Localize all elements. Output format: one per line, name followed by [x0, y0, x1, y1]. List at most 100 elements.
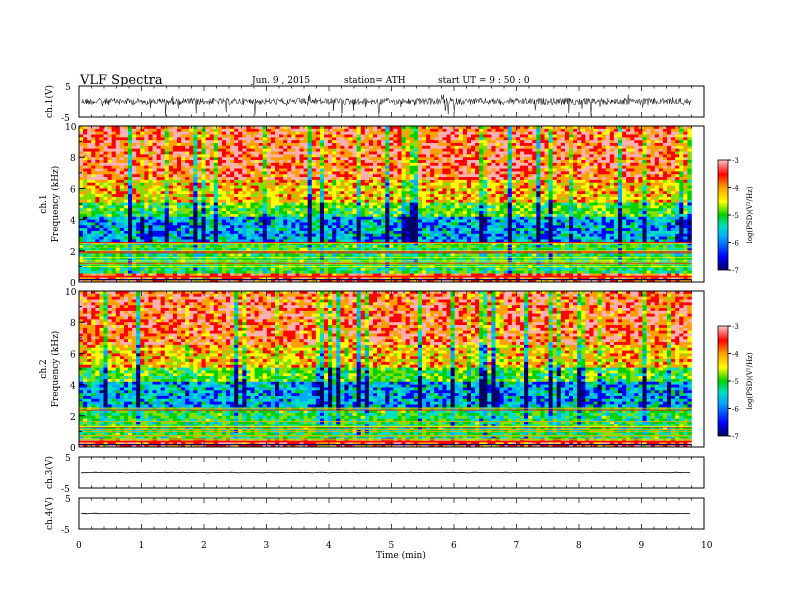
spectrogram-cell	[299, 236, 304, 240]
spectrogram-cell	[397, 222, 402, 226]
spectrogram-cell	[364, 262, 370, 266]
spectrogram-cell	[91, 211, 96, 215]
spectrogram-cell	[238, 160, 243, 164]
spectrogram-cell	[156, 168, 161, 172]
spectrogram-cell	[348, 128, 353, 132]
spectrogram-cell	[438, 194, 443, 198]
spectrogram-cell	[377, 151, 382, 155]
spectrogram-cell	[201, 202, 206, 206]
spectrogram-cell	[311, 196, 317, 201]
spectrogram-cell	[79, 134, 84, 138]
spectrogram-cell	[152, 154, 157, 158]
spectrogram-cell	[409, 213, 415, 218]
spectrogram-cell	[168, 191, 174, 195]
spectrogram-cell	[279, 171, 284, 175]
spectrogram-cell	[311, 134, 317, 138]
spectrogram-cell	[205, 230, 210, 235]
spectrogram-cell	[164, 182, 170, 186]
spectrogram-cell	[205, 267, 210, 271]
spectrogram-cell	[128, 157, 133, 161]
spectrogram-cell	[319, 171, 325, 175]
spectrogram-cell	[234, 219, 239, 223]
spectrogram-cell	[405, 137, 411, 141]
spectrogram-cell	[303, 128, 308, 132]
spectrogram-cell	[87, 157, 92, 161]
spectrogram-cell	[87, 174, 92, 178]
spectrogram-cell	[295, 262, 300, 266]
spectrogram-cell	[148, 140, 153, 144]
spectrogram-cell	[348, 145, 353, 149]
spectrogram-cell	[270, 213, 276, 218]
spectrogram-cell	[193, 165, 198, 169]
spectrogram-cell	[189, 165, 194, 169]
spectrogram-cell	[164, 168, 170, 172]
spectrogram-cell	[373, 143, 378, 147]
spectrogram-cell	[152, 233, 157, 237]
spectrogram-cell	[413, 213, 419, 218]
spectrogram-cell	[328, 148, 333, 152]
spectrogram-cell	[193, 154, 198, 158]
spectrogram-cell	[107, 171, 112, 175]
spectrogram-cell	[164, 276, 170, 280]
spectrogram-cell	[356, 250, 362, 254]
spectrogram-cell	[360, 143, 366, 147]
spectrogram-cell	[254, 145, 259, 149]
spectrogram-cell	[136, 208, 141, 212]
spectrogram-cell	[79, 250, 84, 254]
spectrogram-cell	[368, 228, 374, 232]
spectrogram-cell	[119, 151, 125, 155]
spectrogram-cell	[107, 276, 112, 280]
spectrogram-cell	[230, 205, 235, 209]
spectrogram-cell	[389, 185, 394, 189]
spectrogram-cell	[434, 262, 439, 266]
spectrogram-cell	[287, 194, 292, 198]
spectrogram-cell	[315, 247, 321, 252]
spectrogram-cell	[148, 128, 153, 132]
spectrogram-cell	[381, 213, 386, 218]
spectrogram-cell	[111, 179, 117, 184]
spectrogram-cell	[226, 151, 231, 155]
spectrogram-cell	[332, 171, 337, 175]
spectrogram-cell	[287, 208, 292, 212]
spectrogram-cell	[385, 225, 390, 229]
spectrogram-cell	[242, 160, 247, 164]
spectrogram-cell	[430, 185, 435, 189]
spectrogram-cell	[377, 216, 382, 220]
spectrogram-cell	[426, 188, 431, 192]
spectrogram-cell	[332, 168, 337, 172]
spectrogram-cell	[368, 250, 374, 254]
spectrogram-cell	[83, 143, 88, 147]
spectrogram-cell	[156, 191, 161, 195]
spectrogram-cell	[91, 196, 96, 201]
spectrogram-cell	[295, 245, 300, 249]
spectrogram-cell	[107, 273, 112, 277]
spectrogram-cell	[315, 131, 321, 135]
spectrogram-cell	[177, 154, 182, 158]
spectrogram-cell	[217, 194, 223, 198]
spectrogram-cell	[270, 182, 276, 186]
spectrogram-cell	[148, 188, 153, 192]
spectrogram-cell	[385, 145, 390, 149]
spectrogram-cell	[226, 253, 231, 257]
spectrogram-cell	[197, 177, 202, 181]
spectrogram-cell	[201, 253, 206, 257]
spectrogram-cell	[189, 239, 194, 243]
spectrogram-cell	[275, 191, 280, 195]
spectrogram-cell	[230, 171, 235, 175]
spectrogram-cell	[397, 199, 402, 203]
spectrogram-cell	[213, 202, 219, 206]
spectrogram-cell	[438, 162, 443, 167]
spectrogram-cell	[115, 242, 121, 246]
spectrogram-cell	[144, 148, 149, 152]
spectrogram-cell	[99, 165, 104, 169]
spectrogram-cell	[417, 165, 423, 169]
spectrogram-cell	[344, 148, 349, 152]
spectrogram-cell	[315, 211, 321, 215]
spectrogram-cell	[217, 228, 223, 232]
spectrogram-cell	[213, 208, 219, 212]
spectrogram-cell	[115, 196, 121, 201]
spectrogram-cell	[340, 171, 345, 175]
spectrogram-cell	[189, 213, 194, 218]
spectrogram-cell	[189, 177, 194, 181]
spectrogram-cell	[107, 247, 112, 252]
